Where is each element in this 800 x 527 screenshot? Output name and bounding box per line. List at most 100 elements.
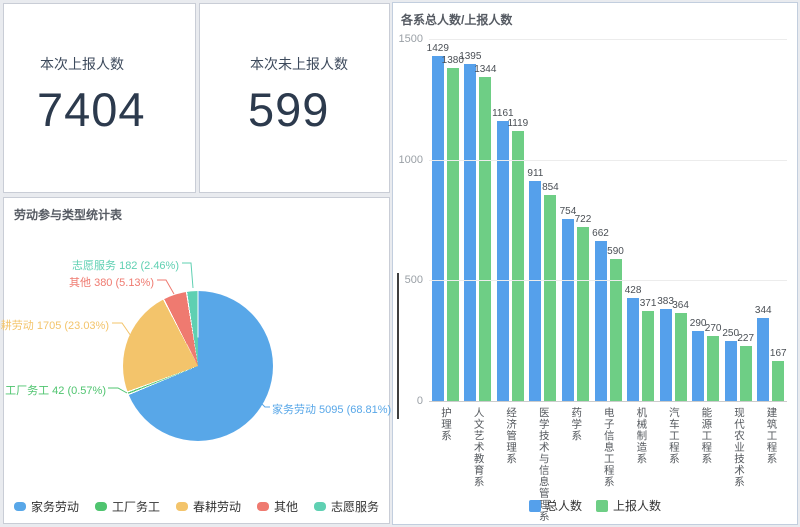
x-axis-label: 医学技术与信息管理系 xyxy=(537,407,550,522)
x-axis-label: 机械制造系 xyxy=(635,407,648,465)
leader-line xyxy=(182,262,194,289)
bar-总人数[interactable]: 1395 xyxy=(459,51,481,401)
legend-swatch-icon xyxy=(257,502,269,511)
stat-label-reported: 本次上报人数 xyxy=(40,56,124,72)
gridline xyxy=(429,39,787,40)
y-tick-label: 0 xyxy=(416,395,423,407)
pie-legend-item[interactable]: 春耕劳动 xyxy=(175,498,241,515)
bar-总人数[interactable]: 344 xyxy=(755,305,772,401)
bar-总人数[interactable]: 428 xyxy=(625,285,641,401)
legend-swatch-icon xyxy=(596,499,608,512)
x-axis-label: 建筑工程系 xyxy=(765,407,778,465)
x-axis-label: 电子信息工程系 xyxy=(602,407,615,488)
bar-value-label: 911 xyxy=(527,168,544,179)
pie-chart-panel: 劳动参与类型统计表 家务劳动 工厂务工 春耕劳动 其他 志愿服务 家务劳动 5095 (… xyxy=(0,197,392,524)
bar-上报人数[interactable]: 1380 xyxy=(442,55,464,401)
bar-group: 344 167 xyxy=(754,39,787,401)
bar-group: 290 270 xyxy=(689,39,722,401)
bar-总人数[interactable]: 911 xyxy=(527,168,543,401)
bar-group: 383 364 xyxy=(657,39,690,401)
stat-card-unreported: 本次未上报人数 599 xyxy=(199,3,390,193)
bar-value-label: 1161 xyxy=(492,108,514,119)
bar-value-label: 1429 xyxy=(426,43,449,54)
bar-上报人数[interactable]: 854 xyxy=(542,182,559,401)
x-axis-label: 汽车工程系 xyxy=(667,407,680,465)
bar-group: 250 227 xyxy=(722,39,755,401)
bar-value-label: 250 xyxy=(722,328,740,339)
gridline xyxy=(429,280,787,282)
y-tick-label: 500 xyxy=(404,274,423,287)
bar-总人数[interactable]: 662 xyxy=(592,228,609,401)
pie-slice-label: 工厂务工 42 (0.57%) xyxy=(5,385,106,397)
legend-label: 工厂务工 xyxy=(111,500,160,514)
legend-swatch-icon xyxy=(314,502,327,511)
scrollbar-thumb[interactable] xyxy=(397,273,399,419)
pie-chart[interactable] xyxy=(123,291,273,441)
bar-上报人数[interactable]: 1344 xyxy=(474,64,496,401)
leader-line xyxy=(157,279,175,295)
bar-上报人数[interactable]: 1119 xyxy=(507,118,528,401)
bar-value-label: 270 xyxy=(704,323,722,334)
bar-value-label: 227 xyxy=(737,333,755,344)
legend-label: 志愿服务 xyxy=(331,500,380,514)
leader-line xyxy=(112,322,132,337)
pie-slice-label: 家务劳动 5095 (68.81%) xyxy=(272,404,392,416)
stat-value-reported: 7404 xyxy=(37,83,146,136)
x-axis-label: 现代农业技术系 xyxy=(732,407,745,488)
y-axis: 0 500 1000 1500 xyxy=(397,33,423,407)
y-tick-label: 1500 xyxy=(398,33,423,45)
pie-legend-item[interactable]: 工厂务工 xyxy=(94,498,160,515)
bar-上报人数[interactable]: 371 xyxy=(640,298,656,401)
bar-chart-panel: 各系总人数/上报人数 0 500 1000 1500 1429 1380 1395 1344… xyxy=(392,2,798,525)
stat-card-reported: 本次上报人数 7404 xyxy=(3,3,196,193)
bar-value-label: 754 xyxy=(559,206,577,217)
bar-value-label: 290 xyxy=(689,318,707,329)
legend-swatch-icon xyxy=(175,502,188,511)
bar-总人数[interactable]: 1429 xyxy=(427,43,449,401)
bar-value-label: 662 xyxy=(592,228,609,239)
bar-value-label: 1119 xyxy=(507,118,529,129)
pie-slice-label: 志愿服务 182 (2.46%) xyxy=(72,260,179,272)
bar-总人数[interactable]: 1161 xyxy=(492,108,514,401)
bar-value-label: 854 xyxy=(542,182,559,193)
bar-group: 662 590 xyxy=(592,39,625,401)
bar-上报人数[interactable]: 270 xyxy=(705,323,721,401)
stat-value-unreported: 599 xyxy=(248,83,330,136)
pie-chart-title: 劳动参与类型统计表 xyxy=(14,208,123,222)
bar-总人数[interactable]: 754 xyxy=(560,206,576,401)
bar-legend-item[interactable]: 上报人数 xyxy=(596,497,661,514)
bar-上报人数[interactable]: 722 xyxy=(575,214,591,401)
bar-plot-area: 1429 1380 1395 1344 1161 1119 911 854 754 722 662 5… xyxy=(427,39,787,402)
bar-总人数[interactable]: 290 xyxy=(690,318,706,401)
bar-value-label: 364 xyxy=(672,300,689,311)
bar-上报人数[interactable]: 590 xyxy=(607,246,624,401)
bar-上报人数[interactable]: 227 xyxy=(737,333,754,401)
bar-value-label: 167 xyxy=(769,348,787,359)
bar-value-label: 428 xyxy=(624,285,642,296)
bar-总人数[interactable]: 383 xyxy=(657,296,674,401)
legend-swatch-icon xyxy=(94,502,107,511)
x-axis-labels: 护理系 人文艺术教育系 经济管理系 医学技术与信息管理系 药学系 电子信息工程系 机械制造系… xyxy=(429,407,787,522)
stat-label-unreported: 本次未上报人数 xyxy=(250,56,348,72)
bar-group: 754 722 xyxy=(559,39,592,401)
bar-legend-item[interactable]: 总人数 xyxy=(528,497,582,514)
legend-label: 上报人数 xyxy=(613,499,662,513)
bar-value-label: 383 xyxy=(657,296,674,307)
bar-value-label: 371 xyxy=(639,298,657,309)
pie-legend-item[interactable]: 志愿服务 xyxy=(314,498,379,515)
x-axis-label: 能源工程系 xyxy=(700,407,713,465)
pie-legend-item[interactable]: 其他 xyxy=(257,498,298,515)
bar-总人数[interactable]: 250 xyxy=(722,328,739,401)
bar-group: 1395 1344 xyxy=(459,39,496,401)
bar-value-label: 1344 xyxy=(474,64,497,75)
leader-line xyxy=(108,387,128,394)
bar-group: 428 371 xyxy=(624,39,657,401)
bar-上报人数[interactable]: 167 xyxy=(770,348,787,401)
pie-legend: 家务劳动 工厂务工 春耕劳动 其他 志愿服务 xyxy=(4,498,389,515)
bar-group: 1429 1380 xyxy=(427,39,464,401)
pie-legend-item[interactable]: 家务劳动 xyxy=(13,498,79,515)
bar-上报人数[interactable]: 364 xyxy=(672,300,689,401)
y-tick-label: 1000 xyxy=(398,153,423,166)
legend-label: 总人数 xyxy=(545,499,582,513)
legend-swatch-icon xyxy=(13,502,26,511)
